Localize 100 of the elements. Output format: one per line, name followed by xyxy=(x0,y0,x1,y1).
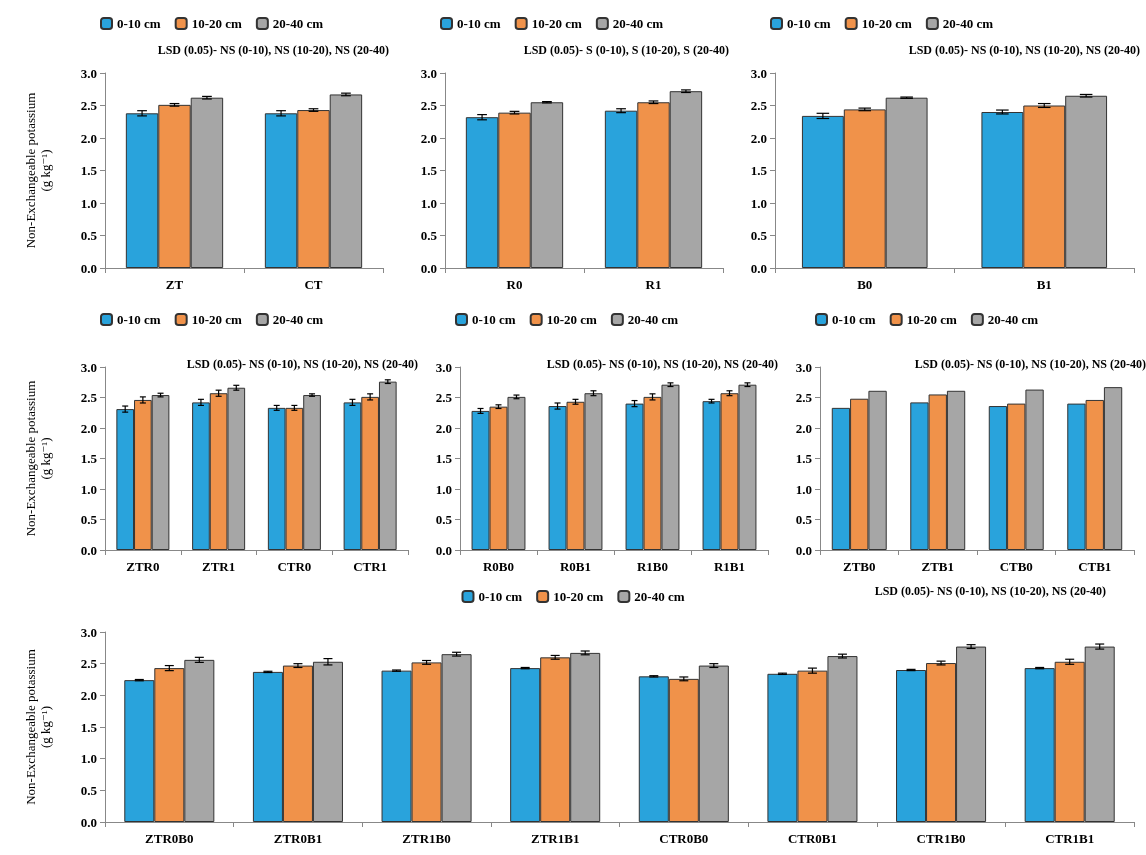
y-axis-title: Non-Exchangeable potassium (g kg⁻¹) xyxy=(23,649,53,805)
x-tick-label: ZTR0 xyxy=(126,559,160,574)
y-tick-label: 2.0 xyxy=(80,687,97,703)
legend-label: 10-20 cm xyxy=(546,312,598,327)
y-tick-label: 3.0 xyxy=(750,65,767,81)
text: LSD (0.05)- S (0-10), S (10-20), S (20-40) xyxy=(523,43,730,57)
y-tick-label: 0.5 xyxy=(420,228,438,243)
y-tick-label: 1.0 xyxy=(80,195,97,211)
y-tick-label: 1.5 xyxy=(80,719,98,735)
y-tick-label: 2.0 xyxy=(420,130,437,146)
x-tick-label: B1 xyxy=(1036,277,1052,292)
legend-label: 10-20 cm xyxy=(191,312,243,327)
text: LSD (0.05)- NS (0-10), NS (10-20), NS (20-40) xyxy=(908,43,1141,57)
legend-label: 20-40 cm xyxy=(634,589,685,604)
x-tick-label: ZT xyxy=(165,277,184,292)
legend-label: 0-10 cm xyxy=(457,16,501,31)
y-tick-label: 2.5 xyxy=(750,98,768,113)
legend-label: 10-20 cm xyxy=(906,312,958,327)
legend-label: 0-10 cm xyxy=(117,16,161,31)
y-tick-label: 0.0 xyxy=(80,260,97,276)
y-tick-label: 2.5 xyxy=(80,98,98,113)
x-tick-label: R1 xyxy=(645,277,662,292)
y-tick-label: 2.5 xyxy=(435,390,453,405)
legend-label: 20-40 cm xyxy=(942,16,994,31)
x-tick-label: ZTR0B1 xyxy=(273,831,323,846)
x-tick-label: R1B1 xyxy=(713,559,746,574)
y-tick-label: 3.0 xyxy=(80,624,97,640)
legend-label: 0-10 cm xyxy=(832,312,876,327)
x-tick-label: ZTR1B1 xyxy=(530,831,580,846)
legend-label: 0-10 cm xyxy=(117,312,161,327)
annotation: LSD (0.05)- NS (0-10), NS (10-20), NS (20-40) xyxy=(546,357,779,371)
y-tick-label: 0.0 xyxy=(750,260,767,276)
text: LSD (0.05)- NS (0-10), NS (10-20), NS (20-40) xyxy=(157,43,390,57)
y-tick-label: 1.5 xyxy=(80,163,98,178)
y-tick-label: 2.5 xyxy=(80,390,98,405)
y-tick-label: 1.0 xyxy=(80,481,97,497)
legend-label: 10-20 cm xyxy=(191,16,243,31)
y-axis-title: Non-Exchangeable potassium (g kg⁻¹) xyxy=(23,92,53,249)
x-tick-label: R0B1 xyxy=(559,559,592,574)
legend-label: 20-40 cm xyxy=(272,312,324,327)
y-tick-label: 0.5 xyxy=(80,782,98,798)
y-tick-label: 2.0 xyxy=(750,130,767,146)
legend-label: 0-10 cm xyxy=(472,312,516,327)
y-tick-label: 2.0 xyxy=(435,420,452,436)
annotation: LSD (0.05)- NS (0-10), NS (10-20), NS (20-40) xyxy=(186,357,419,371)
y-tick-label: 0.5 xyxy=(795,512,813,527)
x-tick-label: CTR0B1 xyxy=(787,831,837,846)
x-tick-label: CTR1B0 xyxy=(916,831,966,846)
x-tick-label: ZTR1B0 xyxy=(402,831,451,846)
legend-label: 20-40 cm xyxy=(612,16,664,31)
x-tick-label: B0 xyxy=(857,277,873,292)
legend-label: 20-40 cm xyxy=(272,16,324,31)
y-tick-label: 1.5 xyxy=(435,451,453,466)
y-tick-label: 2.0 xyxy=(80,420,97,436)
x-tick-label: ZTB0 xyxy=(842,559,876,574)
legend-label: 20-40 cm xyxy=(627,312,679,327)
y-tick-label: 2.0 xyxy=(795,420,812,436)
y-tick-label: 1.5 xyxy=(750,163,768,178)
y-tick-label: 0.0 xyxy=(435,542,452,558)
x-tick-label: ZTR0B0 xyxy=(145,831,194,846)
y-tick-label: 1.5 xyxy=(80,451,98,466)
y-tick-label: 0.5 xyxy=(435,512,453,527)
legend-label: 20-40 cm xyxy=(987,312,1039,327)
y-tick-label: 1.0 xyxy=(795,481,812,497)
y-tick-label: 3.0 xyxy=(435,359,452,375)
y-tick-label: 3.0 xyxy=(80,65,97,81)
legend-label: 10-20 cm xyxy=(553,589,604,604)
y-tick-label: 0.5 xyxy=(80,512,98,527)
y-tick-label: 2.5 xyxy=(80,656,98,672)
legend-label: 10-20 cm xyxy=(861,16,913,31)
x-tick-label: CTB0 xyxy=(999,559,1033,574)
x-tick-label: CTB1 xyxy=(1078,559,1112,574)
x-tick-label: R0B0 xyxy=(482,559,515,574)
y-tick-label: 3.0 xyxy=(420,65,437,81)
x-tick-label: CT xyxy=(304,277,323,292)
y-tick-label: 0.5 xyxy=(750,228,768,243)
x-tick-label: CTR0B0 xyxy=(659,831,709,846)
y-tick-label: 1.5 xyxy=(420,163,438,178)
y-tick-label: 3.0 xyxy=(795,359,812,375)
y-tick-label: 0.0 xyxy=(80,814,97,830)
x-tick-label: CTR1B1 xyxy=(1045,831,1095,846)
y-tick-label: 0.0 xyxy=(420,260,437,276)
y-tick-label: 1.0 xyxy=(420,195,437,211)
legend-label: 0-10 cm xyxy=(787,16,831,31)
y-tick-label: 1.0 xyxy=(750,195,767,211)
x-tick-label: ZTB1 xyxy=(921,559,955,574)
y-tick-label: 0.0 xyxy=(80,542,97,558)
x-tick-label: CTR0 xyxy=(277,559,312,574)
x-tick-label: ZTR1 xyxy=(202,559,236,574)
text: LSD (0.05)- NS (0-10), NS (10-20), NS (20-40) xyxy=(874,584,1107,598)
y-tick-label: 0.5 xyxy=(80,228,98,243)
y-tick-label: 3.0 xyxy=(80,359,97,375)
x-tick-label: CTR1 xyxy=(353,559,388,574)
x-tick-label: R0 xyxy=(506,277,523,292)
y-tick-label: 0.0 xyxy=(795,542,812,558)
y-tick-label: 2.5 xyxy=(420,98,438,113)
legend-label: 0-10 cm xyxy=(478,589,523,604)
y-tick-label: 1.5 xyxy=(795,451,813,466)
y-axis-title: Non-Exchangeable potassium (g kg⁻¹) xyxy=(23,380,53,537)
x-tick-label: R1B0 xyxy=(636,559,669,574)
